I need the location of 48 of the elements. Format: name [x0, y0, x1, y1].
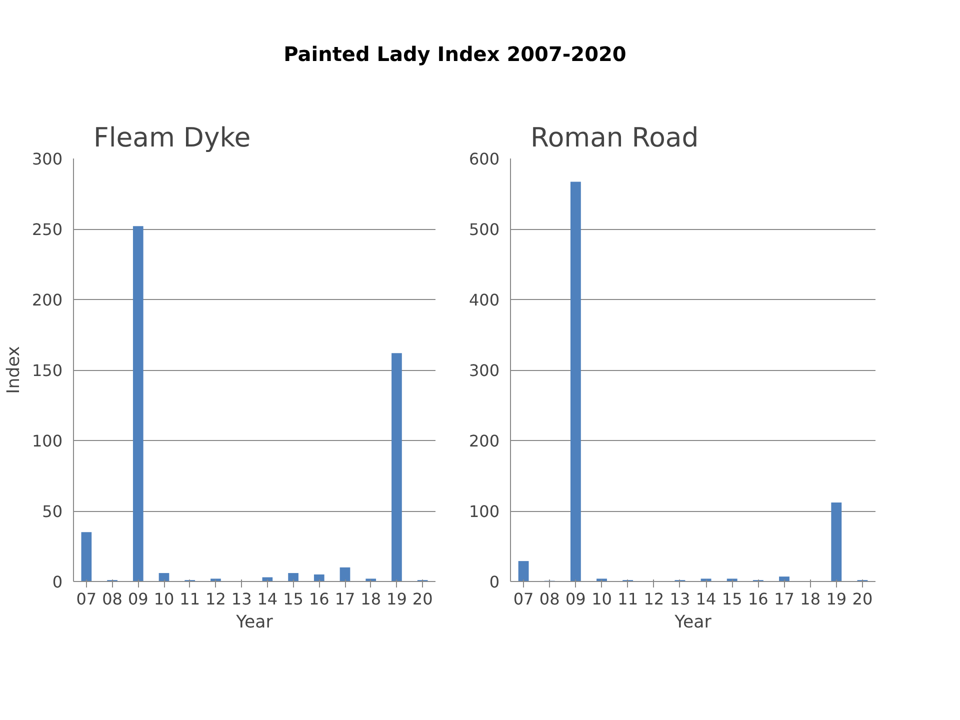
x-tick-label: 10 [154, 590, 174, 608]
x-tick-label: 13 [231, 590, 252, 608]
x-tick-label: 19 [826, 590, 847, 608]
y-tick-label: 600 [468, 150, 500, 168]
y-tick-label: 50 [42, 502, 62, 521]
y-tick-label: 150 [32, 361, 63, 380]
y-tick-label: 200 [468, 432, 500, 450]
chart-subtitle: Fleam Dyke [94, 122, 251, 154]
y-tick-label: 500 [468, 220, 500, 239]
x-tick-label: 13 [670, 590, 690, 608]
chart-subtitle: Roman Road [530, 122, 699, 154]
chart-title: Painted Lady Index 2007-2020 [284, 42, 626, 66]
x-tick-label: 16 [748, 590, 768, 608]
x-tick-label: 09 [128, 590, 148, 608]
x-tick-label: 14 [257, 590, 278, 608]
x-tick-label: 19 [386, 590, 407, 608]
y-axis-title: Index [4, 346, 24, 394]
x-axis-title: Year [674, 612, 712, 632]
y-tick-label: 100 [468, 502, 500, 521]
x-tick-label: 20 [412, 590, 433, 608]
y-tick-label: 400 [468, 290, 500, 310]
x-tick-label: 08 [102, 590, 122, 608]
y-tick-label: 100 [32, 432, 63, 450]
y-tick-label: 200 [32, 290, 63, 310]
y-tick-label: 300 [32, 150, 63, 168]
x-tick-label: 10 [592, 590, 612, 608]
y-tick-label: 300 [468, 361, 500, 380]
x-tick-label: 11 [180, 590, 200, 608]
x-tick-label: 17 [334, 590, 356, 608]
x-tick-label: 17 [774, 590, 794, 608]
x-tick-label: 20 [852, 590, 873, 608]
y-tick-label: 0 [489, 572, 500, 592]
x-tick-label: 16 [308, 590, 330, 608]
x-tick-label: 18 [800, 590, 820, 608]
x-tick-label: 11 [618, 590, 638, 608]
x-axis-title: Year [235, 612, 274, 632]
x-tick-label: 07 [76, 590, 97, 608]
x-tick-label: 15 [283, 590, 304, 608]
x-tick-label: 07 [513, 590, 534, 608]
x-tick-label: 14 [696, 590, 716, 608]
x-tick-label: 08 [539, 590, 560, 608]
x-tick-label: 12 [644, 590, 664, 608]
x-tick-label: 12 [206, 590, 226, 608]
x-tick-label: 15 [722, 590, 742, 608]
y-tick-label: 0 [52, 572, 63, 592]
x-tick-label: 09 [566, 590, 586, 608]
y-tick-label: 250 [32, 220, 63, 239]
x-tick-label: 18 [360, 590, 382, 608]
